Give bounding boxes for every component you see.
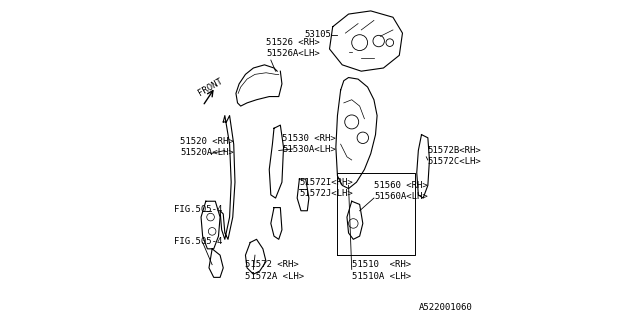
- Text: FIG.505-4: FIG.505-4: [174, 205, 223, 214]
- Text: FRONT: FRONT: [196, 77, 225, 98]
- Text: 51526 <RH>
51526A<LH>: 51526 <RH> 51526A<LH>: [266, 38, 320, 59]
- Text: 51530 <RH>
51530A<LH>: 51530 <RH> 51530A<LH>: [282, 133, 336, 154]
- Text: 51560 <RH>
51560A<LH>: 51560 <RH> 51560A<LH>: [374, 181, 428, 201]
- Text: 51572B<RH>
51572C<LH>: 51572B<RH> 51572C<LH>: [428, 146, 482, 166]
- Text: 53105: 53105: [304, 30, 331, 39]
- Text: 51510  <RH>
51510A <LH>: 51510 <RH> 51510A <LH>: [352, 260, 411, 281]
- Text: 51572 <RH>
51572A <LH>: 51572 <RH> 51572A <LH>: [246, 260, 305, 281]
- Text: A522001060: A522001060: [419, 303, 472, 312]
- Text: 51520 <RH>
51520A<LH>: 51520 <RH> 51520A<LH>: [180, 137, 234, 157]
- Text: FIG.505-4: FIG.505-4: [174, 237, 223, 246]
- Text: 51572I<RH>
51572J<LH>: 51572I<RH> 51572J<LH>: [300, 178, 353, 198]
